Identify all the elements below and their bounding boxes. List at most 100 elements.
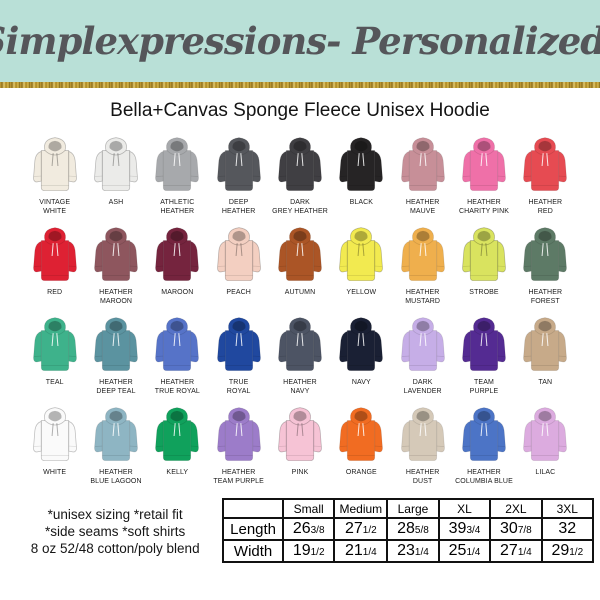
size-value-whole: 28 — [397, 520, 415, 537]
color-swatch: DARK LAVENDER — [392, 314, 453, 403]
swatch-label: ATHLETIC HEATHER — [160, 199, 195, 215]
color-swatch: NAVY — [331, 314, 392, 403]
color-swatch: HEATHER MAROON — [85, 224, 146, 313]
color-swatch: HEATHER MAUVE — [392, 134, 453, 223]
swatch-label: PINK — [291, 469, 309, 476]
color-swatch: DEEP HEATHER — [208, 134, 269, 223]
color-swatch: RED — [24, 224, 85, 313]
color-swatch: HEATHER TEAM PURPLE — [208, 404, 269, 493]
color-swatch: MAROON — [147, 224, 208, 313]
swatch-label: HEATHER RED — [528, 199, 563, 215]
color-swatch: HEATHER DUST — [392, 404, 453, 493]
hoodie-graphic — [462, 137, 506, 192]
hoodie-graphic — [32, 137, 77, 192]
hoodie-graphic — [155, 227, 200, 282]
color-swatch: HEATHER RED — [515, 134, 576, 223]
hoodie-graphic — [216, 317, 261, 372]
size-value: 231/4 — [386, 539, 440, 563]
color-swatch: PEACH — [208, 224, 269, 313]
swatch-label: ORANGE — [345, 469, 377, 476]
size-value: 263/8 — [281, 517, 336, 541]
hoodie-graphic — [339, 317, 384, 372]
color-swatch: HEATHER TRUE ROYAL — [147, 314, 208, 403]
swatch-label: AUTUMN — [284, 289, 316, 296]
color-swatch: KELLY — [147, 404, 208, 493]
swatch-label: HEATHER MUSTARD — [405, 289, 441, 305]
color-swatch: TEAL — [24, 314, 85, 403]
hoodie-graphic — [523, 317, 568, 372]
color-swatch: PINK — [269, 404, 330, 493]
swatch-label: MAROON — [161, 289, 194, 296]
swatch-label: TEAM PURPLE — [469, 379, 499, 395]
size-value: 191/2 — [281, 539, 336, 563]
color-swatch: ASH — [85, 134, 146, 223]
size-row-label: Width — [222, 539, 284, 563]
size-value: 211/4 — [333, 539, 389, 563]
size-value-whole: 25 — [448, 542, 467, 559]
size-table-corner — [222, 498, 284, 519]
swatch-label: HEATHER BLUE LAGOON — [90, 469, 142, 485]
hoodie-graphic — [462, 407, 506, 462]
gold-glitter-strip — [0, 82, 600, 88]
hoodie-graphic — [400, 407, 445, 462]
size-value-whole: 30 — [500, 520, 518, 537]
color-swatch: HEATHER DEEP TEAL — [85, 314, 146, 403]
color-swatch: HEATHER COLUMBIA BLUE — [453, 404, 514, 493]
swatch-label: HEATHER FOREST — [528, 289, 563, 305]
hoodie-graphic — [216, 407, 261, 462]
size-value: 307/8 — [489, 517, 543, 541]
hoodie-graphic — [94, 407, 138, 462]
swatch-label: STROBE — [469, 289, 499, 296]
color-swatch: VINTAGE WHITE — [24, 134, 85, 223]
color-swatch: HEATHER NAVY — [269, 314, 330, 403]
hoodie-graphic — [94, 317, 138, 372]
swatch-label: PEACH — [226, 289, 251, 296]
size-value: 291/2 — [540, 539, 595, 563]
size-value-fraction: 1/4 — [362, 547, 377, 558]
size-value: 271/4 — [489, 539, 543, 563]
size-col-header: Medium — [333, 498, 389, 519]
color-swatch-grid: VINTAGE WHITE ASH ATHLETIC HEATHER DEEP HEATHE… — [0, 132, 600, 493]
color-swatch: WHITE — [24, 404, 85, 493]
swatch-label: HEATHER CHARITY PINK — [458, 199, 510, 215]
size-value-fraction: 1/4 — [517, 547, 532, 558]
note-line: 8 oz 52/48 cotton/poly blend — [30, 541, 200, 556]
swatch-label: HEATHER TRUE ROYAL — [154, 379, 200, 395]
swatch-label: TRUE ROYAL — [226, 379, 251, 395]
hoodie-graphic — [94, 227, 138, 282]
size-value-fraction: 1/4 — [466, 547, 481, 558]
hoodie-graphic — [339, 137, 384, 192]
hoodie-graphic — [32, 407, 77, 462]
hoodie-graphic — [339, 407, 384, 462]
size-col-header: Large — [386, 498, 440, 519]
size-row: Length 263/8 271/2 285/8 393/4 307/8 32 — [222, 517, 595, 541]
size-value: 251/4 — [437, 539, 492, 563]
swatch-label: YELLOW — [346, 289, 377, 296]
size-value: 32 — [540, 517, 595, 541]
size-value-fraction: 1/2 — [362, 525, 377, 536]
color-swatch: YELLOW — [331, 224, 392, 313]
size-row: Width 191/2 211/4 231/4 251/4 271/4 291/2 — [222, 539, 595, 563]
hoodie-graphic — [94, 137, 138, 192]
color-swatch: HEATHER FOREST — [515, 224, 576, 313]
color-swatch: LILAC — [515, 404, 576, 493]
swatch-label: BLACK — [349, 199, 374, 206]
hoodie-graphic — [155, 407, 200, 462]
swatch-label: DARK LAVENDER — [403, 379, 442, 395]
swatch-label: KELLY — [166, 469, 189, 476]
product-title: Bella+Canvas Sponge Fleece Unisex Hoodie — [110, 100, 490, 121]
swatch-label: RED — [47, 289, 63, 296]
hoodie-graphic — [32, 317, 77, 372]
size-col-header: Small — [281, 498, 336, 519]
hoodie-graphic — [339, 227, 384, 282]
color-swatch: DARK GREY HEATHER — [269, 134, 330, 223]
swatch-label: HEATHER MAROON — [99, 289, 133, 305]
color-swatch: ATHLETIC HEATHER — [147, 134, 208, 223]
swatch-label: WHITE — [43, 469, 67, 476]
size-value: 285/8 — [386, 517, 440, 541]
size-col-header: 3XL — [540, 498, 595, 519]
swatch-label: LILAC — [535, 469, 556, 476]
size-value-whole: 27 — [500, 542, 518, 559]
size-value: 271/2 — [333, 517, 389, 541]
header-banner: Simplexpressions- Personalized! — [0, 0, 600, 82]
